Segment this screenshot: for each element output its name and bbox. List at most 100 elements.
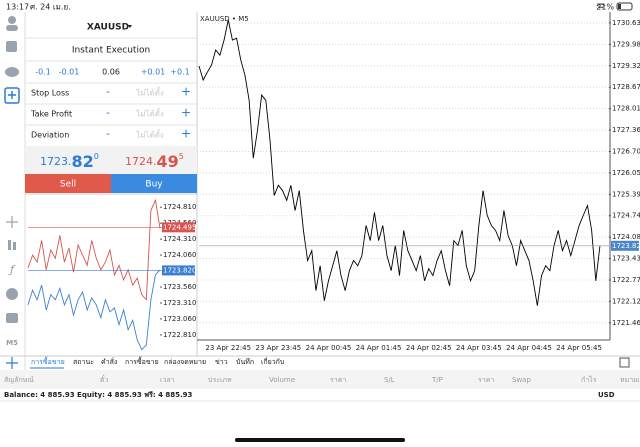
column-header: S/L <box>384 376 395 384</box>
column-header: T/P <box>431 376 443 384</box>
tab-active[interactable]: การซื้อขาย <box>31 355 65 366</box>
execution-mode[interactable]: Instant Execution <box>72 46 150 56</box>
new-order-icon[interactable] <box>4 87 20 104</box>
function-icon[interactable]: ƒ <box>8 263 16 276</box>
y-tick-label: 1725.395 <box>612 190 640 198</box>
x-tick-label: 24 Apr 05:45 <box>556 344 602 352</box>
row-label: Take Profit <box>30 110 72 119</box>
row-value[interactable]: ไม่ได้ตั้ง <box>135 129 164 140</box>
column-header: Volume <box>269 376 295 384</box>
price-tag-label: 1724.495 <box>163 223 196 231</box>
price-line <box>198 19 601 306</box>
tab[interactable]: กล่องจดหมาย <box>164 358 206 366</box>
price-line <box>27 198 161 301</box>
buy-label[interactable]: Buy <box>145 180 163 190</box>
volume-step[interactable]: -0.1 <box>35 68 51 77</box>
y-tick-label: 1722.775 <box>612 276 640 284</box>
price-tag-label: 1723.820 <box>612 242 640 250</box>
status-time: 13:17 <box>6 3 29 12</box>
y-tick-label: 1729.980 <box>612 40 640 48</box>
y-tick-label: 1724.310 <box>163 235 196 243</box>
symbol-dropdown[interactable] <box>128 25 132 28</box>
column-header: กำไร <box>581 375 597 384</box>
tab[interactable]: สถานะ <box>73 358 94 366</box>
trade-icon[interactable] <box>6 41 17 52</box>
buy-button[interactable] <box>111 174 197 193</box>
row-plus[interactable]: + <box>181 85 191 99</box>
tab-bar: การซื้อขาย สถานะ คำสั่ง การซื้อขาย กล่อง… <box>30 355 284 369</box>
sidebar: ƒ <box>4 16 20 323</box>
new-order-plus[interactable] <box>8 91 16 99</box>
layout-icon[interactable] <box>619 357 630 368</box>
price-tag <box>162 265 195 276</box>
column-header: สัญลักษณ์ <box>4 376 34 384</box>
account-icon[interactable] <box>8 16 16 24</box>
template-icon[interactable] <box>6 313 18 323</box>
objects-icon[interactable] <box>6 288 18 300</box>
y-tick-label: 1724.740 <box>612 212 640 220</box>
y-tick-label: 1728.015 <box>612 105 640 113</box>
price-tag <box>611 240 639 251</box>
tab[interactable]: การซื้อขาย <box>125 355 159 366</box>
y-tick-label: 1729.325 <box>612 62 640 70</box>
battery-icon <box>616 2 633 11</box>
crosshair-icon[interactable] <box>6 216 18 228</box>
x-tick-label: 23 Apr 23:45 <box>256 344 302 352</box>
y-tick-label: 1726.050 <box>612 169 640 177</box>
column-header: ราคา <box>478 376 494 384</box>
volume-step[interactable]: -0.01 <box>59 68 80 77</box>
volume-step[interactable]: +0.01 <box>141 68 166 77</box>
account-currency: USD <box>598 391 615 399</box>
table-header-bg <box>0 370 640 389</box>
y-tick-label: 1724.085 <box>612 233 640 241</box>
tab[interactable]: บันทึก <box>236 357 254 366</box>
timeframe-button[interactable]: M5 <box>6 339 18 347</box>
row-minus[interactable]: - <box>106 85 110 98</box>
tab[interactable]: คำสั่ง <box>101 357 117 366</box>
column-header: หมายเหตุ <box>620 376 640 384</box>
price-tag <box>162 222 195 233</box>
price-line <box>27 269 161 351</box>
table-header: สัญลักษณ์ ตั๋ว เวลา ประเภท Volume ราคา S… <box>4 375 640 384</box>
row-label: Stop Loss <box>31 89 69 98</box>
y-tick-label: 1723.430 <box>612 255 640 263</box>
x-tick-label: 24 Apr 01:45 <box>356 344 402 352</box>
row-plus[interactable]: + <box>181 106 191 120</box>
tab[interactable]: ข่าว <box>215 358 228 366</box>
x-tick-label: 24 Apr 04:45 <box>506 344 552 352</box>
volume-step[interactable]: +0.1 <box>170 68 189 77</box>
indicator-icon-bar[interactable] <box>13 242 16 250</box>
y-tick-label: 1727.360 <box>612 126 640 134</box>
row-value[interactable]: ไม่ได้ตั้ง <box>135 87 164 98</box>
add-button[interactable] <box>6 357 18 369</box>
row-plus[interactable]: + <box>181 127 191 141</box>
indicator-icon[interactable] <box>8 240 11 250</box>
battery-level <box>618 4 621 9</box>
chart-title: XAUUSD • M5 <box>200 15 249 23</box>
row-label: Deviation <box>31 131 69 140</box>
account-icon-body[interactable] <box>6 25 18 31</box>
y-tick-label: 1730.635 <box>612 19 640 27</box>
y-tick-label: 1726.705 <box>612 147 640 155</box>
bid-price: 1723.820 <box>40 152 99 171</box>
price-area <box>25 146 197 174</box>
y-tick-label: 1723.560 <box>163 283 196 291</box>
column-header: เวลา <box>160 376 175 384</box>
row-minus[interactable]: - <box>106 127 110 140</box>
sell-button[interactable] <box>25 174 111 193</box>
x-tick-label: 24 Apr 03:45 <box>456 344 502 352</box>
status-battery: 21% <box>596 3 614 12</box>
tab[interactable]: เกี่ยวกับ <box>261 357 284 366</box>
y-tick-label: 1723.060 <box>163 315 196 323</box>
row-minus[interactable]: - <box>106 106 110 119</box>
volume-value[interactable]: 0.06 <box>102 68 120 77</box>
sell-label[interactable]: Sell <box>60 180 76 190</box>
x-tick-label: 24 Apr 00:45 <box>306 344 352 352</box>
row-value[interactable]: ไม่ได้ตั้ง <box>135 108 164 119</box>
chat-icon[interactable] <box>5 67 19 77</box>
y-tick-label: 1728.670 <box>612 83 640 91</box>
symbol-title[interactable]: XAUUSD <box>87 23 129 33</box>
wifi-icon <box>596 3 606 9</box>
